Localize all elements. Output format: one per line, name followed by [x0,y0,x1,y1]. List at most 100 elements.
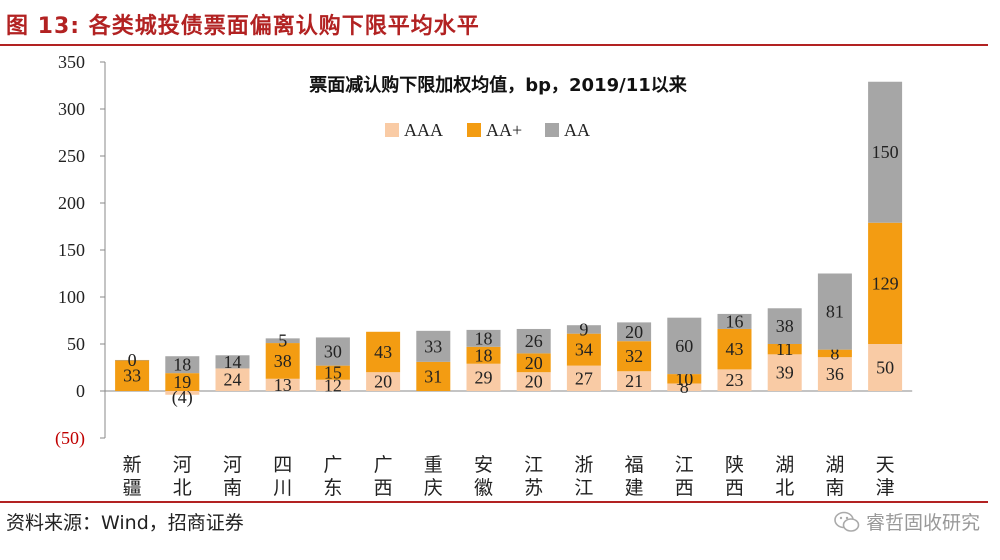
y-tick-label: 200 [58,193,85,213]
x-tick-label: 津 [876,477,895,499]
data-label: 33 [424,336,442,356]
data-label: 18 [173,355,191,375]
data-label: 150 [872,142,899,162]
bar-segment-aaplus [366,331,401,373]
data-label: 60 [675,336,693,356]
x-tick-label: 新 [123,454,142,476]
bar-segment-aa [115,359,150,361]
bar-segment-aa [617,322,652,342]
x-tick-label: 安 [474,454,493,476]
bar-segment-aaplus [466,346,501,364]
data-label: 32 [625,346,643,366]
data-label: 31 [424,366,442,386]
plot-area: 330(4)1918241413385121530204331332918182… [115,81,903,408]
data-label: 8 [830,343,839,363]
bar-segment-aa [667,317,702,375]
bar-segment-aa [416,330,451,362]
legend-swatch [545,123,559,137]
bar-segment-aaa [767,354,802,391]
data-label: 43 [726,339,744,359]
bar-segment-aa [767,308,802,344]
x-tick-label: 建 [625,477,644,499]
data-label: 23 [726,370,744,390]
x-tick-label: 庆 [424,477,443,499]
source-note: 资料来源：Wind，招商证券 [6,512,244,534]
legend-label: AAA [404,120,443,140]
bar-segment-aaplus [115,359,150,391]
bar-segment-aa [265,338,300,344]
data-label: 14 [224,352,242,372]
y-tick-label: 50 [67,334,85,354]
data-label: 33 [123,365,141,385]
y-tick-label: (50) [55,428,85,449]
x-tick-label: 福 [625,454,644,476]
data-label: 36 [826,364,844,384]
figure-title: 图 13: 各类城投债票面偏离认购下限平均水平 [6,14,480,39]
bar-segment-aaplus [265,343,300,379]
y-tick-label: 100 [58,287,85,307]
data-label: 18 [475,345,493,365]
bar-segment-aaa [315,379,350,391]
data-label: 27 [575,368,593,388]
y-tick-label: 0 [76,381,85,401]
x-tick-label: 江 [574,477,593,499]
legend-label: AA [564,120,590,140]
x-tick-label: 西 [725,477,744,499]
data-label: 13 [274,375,292,395]
data-label: 20 [625,322,643,342]
data-label: 12 [324,375,342,395]
data-label: 38 [776,316,794,336]
bar-segment-aaa [466,363,501,391]
x-tick-label: 西 [374,477,393,499]
x-tick-label: 广 [374,454,393,476]
data-label: 26 [525,331,543,351]
data-label: 20 [525,372,543,392]
bar-segment-aaplus [667,374,702,384]
bar-segment-aa [315,337,350,366]
brand-name: 睿哲固收研究 [865,512,980,534]
bar-segment-aaplus [868,222,903,344]
bar-segment-aaplus [566,333,601,366]
x-tick-label: 重 [424,454,443,476]
bar-segment-aaa [366,372,401,391]
title-divider [0,44,988,46]
bar-segment-aaplus [817,349,852,358]
data-label: (4) [172,387,193,408]
x-tick-label: 北 [173,477,192,499]
bar-segment-aa [516,328,551,354]
data-label: 39 [776,363,794,383]
bar-segment-aaa [868,344,903,391]
data-label: 20 [374,372,392,392]
x-tick-label: 河 [173,454,192,476]
legend-swatch [467,123,481,137]
bar-segment-aaplus [717,328,752,370]
bar-segment-aaplus [165,373,200,391]
x-tick-label: 西 [675,477,694,499]
bar-segment-aa [868,81,903,223]
data-label: 15 [324,363,342,383]
bar-segment-aa [215,355,250,369]
wechat-icon [834,511,860,532]
bar-segment-aaa [516,372,551,391]
x-tick-label: 湖 [825,454,844,476]
bar-segment-aaplus [315,365,350,380]
data-label: 38 [274,351,292,371]
x-tick-label: 徽 [474,477,493,499]
bar-segment-aa [466,329,501,347]
bar-segment-aaplus [767,344,802,355]
x-tick-label: 川 [273,477,292,499]
x-tick-label: 东 [323,477,342,499]
data-label: 34 [575,340,593,360]
data-label: 43 [374,342,392,362]
data-label: 24 [224,370,242,390]
x-tick-label: 陕 [725,454,744,476]
data-label: 18 [475,328,493,348]
data-label: 20 [525,353,543,373]
y-tick-label: 250 [58,146,85,166]
x-tick-label: 南 [223,477,242,499]
bar-segment-aaa [717,369,752,391]
brand-watermark: 睿哲固收研究 [834,508,980,535]
x-tick-label: 江 [524,454,543,476]
data-label: 50 [876,358,894,378]
